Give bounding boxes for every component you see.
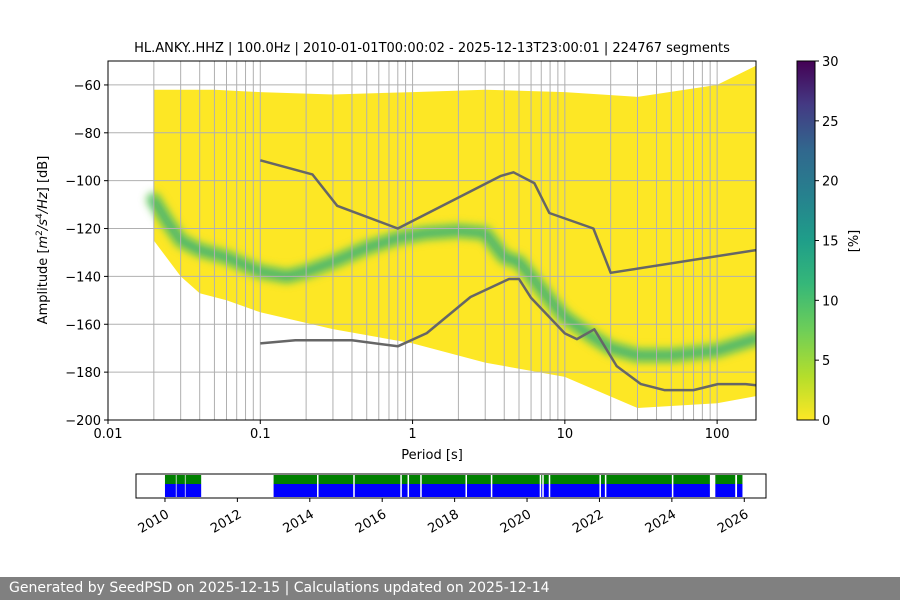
- timeline-data-segment: [176, 475, 185, 484]
- y-tick-label: −200: [65, 414, 101, 429]
- y-axis-label: Amplitude [m2/s4/Hz] [dB]: [35, 156, 51, 325]
- x-axis-label: Period [s]: [401, 448, 463, 463]
- timeline-tick-label: 2024: [643, 507, 679, 537]
- grid-lines: [108, 61, 756, 420]
- chart-title: HL.ANKY..HHZ | 100.0Hz | 2010-01-01T00:0…: [134, 41, 730, 56]
- colorbar-gradient: [796, 60, 816, 421]
- timeline-bars: [164, 475, 743, 497]
- y-tick-label: −80: [74, 127, 101, 142]
- colorbar-tick-label: 0: [822, 414, 830, 429]
- timeline-tick-label: 2016: [353, 507, 389, 537]
- y-tick-label: −140: [65, 270, 101, 285]
- timeline-tick-label: 2020: [498, 507, 534, 537]
- y-tick-label: −60: [74, 79, 101, 94]
- timeline-gap: [353, 475, 355, 497]
- colorbar-tick-label: 20: [822, 175, 839, 190]
- timeline-gap: [599, 475, 601, 497]
- timeline-psd-segment: [176, 484, 185, 497]
- timeline-tick-label: 2014: [281, 507, 317, 537]
- x-tick-label: 100: [705, 427, 730, 442]
- timeline-gap: [671, 475, 674, 497]
- y-tick-label: −120: [65, 223, 101, 238]
- colorbar: 0 5 10 15 20 25 30 [%]: [796, 55, 862, 429]
- timeline-tick-label: 2018: [425, 507, 461, 537]
- timeline-gap: [548, 475, 551, 497]
- footer-bar: Generated by SeedPSD on 2025-12-15 | Cal…: [0, 577, 900, 600]
- timeline-gap: [490, 475, 493, 497]
- x-tick-label: 1: [408, 427, 416, 442]
- timeline-gap: [539, 475, 542, 497]
- y-tick-label: −100: [65, 175, 101, 190]
- psd-plot-area: 0.01 0.1 1 10 100 −200 −180 −160 −140 −120 −100 −8…: [35, 60, 757, 463]
- timeline-psd-segment: [737, 484, 743, 497]
- x-tick-label: 0.01: [94, 427, 123, 442]
- x-axis: 0.01 0.1 1 10 100: [94, 420, 730, 442]
- timeline-tick-label: 2012: [208, 507, 244, 537]
- x-tick-label: 0.1: [250, 427, 271, 442]
- psd-figure: HL.ANKY..HHZ | 100.0Hz | 2010-01-01T00:0…: [35, 41, 862, 537]
- timeline-data-segment: [715, 475, 736, 484]
- colorbar-tick-label: 25: [822, 115, 839, 130]
- y-axis: −200 −180 −160 −140 −120 −100 −80 −60: [65, 79, 108, 429]
- timeline-gap: [407, 475, 410, 497]
- colorbar-tick-label: 15: [822, 235, 839, 250]
- timeline-gap: [317, 475, 319, 497]
- timeline-data-segment: [164, 475, 176, 484]
- y-tick-label: −160: [65, 318, 101, 333]
- timeline-gap: [400, 475, 402, 497]
- timeline-gap: [465, 475, 467, 497]
- timeline-psd-segment: [185, 484, 202, 497]
- timeline-gap: [604, 475, 607, 497]
- colorbar-tick-label: 30: [822, 55, 839, 70]
- timeline-gap: [542, 475, 544, 497]
- data-availability-timeline: 2010 2012 2014 2016 2018 2020 2022 2024 2026: [135, 473, 767, 537]
- timeline-frame: [135, 473, 767, 499]
- nlnm-line: [260, 277, 756, 392]
- timeline-tick-label: 2026: [715, 507, 751, 537]
- x-tick-label: 10: [557, 427, 574, 442]
- timeline-gap: [420, 475, 422, 497]
- timeline-data-segment: [185, 475, 202, 484]
- timeline-psd-segment: [164, 484, 176, 497]
- timeline-tick-label: 2010: [136, 507, 172, 537]
- colorbar-tick-label: 10: [822, 294, 839, 309]
- timeline-data-segment: [737, 475, 743, 484]
- y-tick-label: −180: [65, 366, 101, 381]
- timeline-tick-label: 2022: [570, 507, 606, 537]
- timeline-ticks: 2010 2012 2014 2016 2018 2020 2022 2024 2026: [136, 498, 751, 537]
- colorbar-ticks: 0 5 10 15 20 25 30: [815, 55, 839, 429]
- timeline-psd-segment: [715, 484, 736, 497]
- footer-text: Generated by SeedPSD on 2025-12-15 | Cal…: [9, 580, 550, 596]
- plot-frame: [107, 60, 757, 421]
- colorbar-label: [%]: [847, 230, 862, 253]
- colorbar-tick-label: 5: [822, 354, 830, 369]
- nhnm-line: [259, 159, 756, 275]
